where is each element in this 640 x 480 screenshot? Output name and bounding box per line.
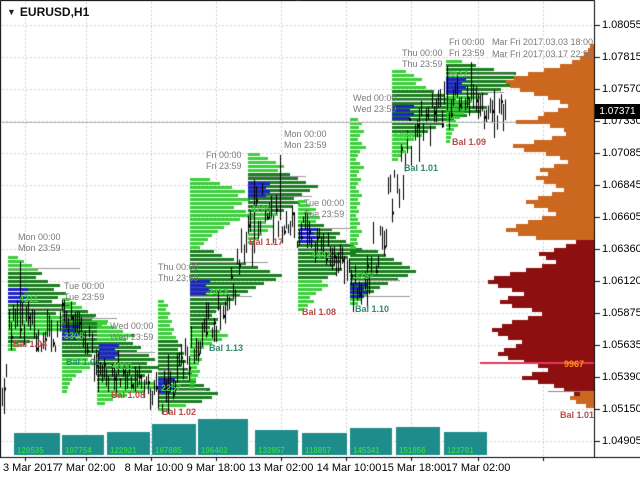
price-tick-label: 1.04905 <box>602 435 640 447</box>
profile-day-start-label: Fri 00:00 <box>206 150 242 160</box>
price-tick-label: 1.06360 <box>602 243 640 255</box>
profile-day-end-label: Wed 23:59 <box>353 104 397 114</box>
price-tick-label: 1.06605 <box>602 211 640 223</box>
profile-poc-volume: 3305 <box>64 331 85 341</box>
profile-day-start-label: Tue 00:00 <box>64 281 105 291</box>
profile-day-end-label: Tue 23:59 <box>304 209 345 219</box>
time-tick-label: 14 Mar 10:00 <box>316 462 382 474</box>
profile-day-end-label: Mon 23:59 <box>18 243 61 253</box>
price-tick-label: 1.05875 <box>602 307 640 319</box>
composite-high-volume-label: 9967 <box>564 359 585 369</box>
profile-day-start-label: Thu 00:00 <box>158 262 199 272</box>
price-tick-label: 1.07085 <box>602 147 640 159</box>
volume-bar-value: 122921 <box>110 446 137 455</box>
profile-day-start-label: Mon 00:00 <box>18 232 61 242</box>
composite-balance-label: Bal 1.01 <box>560 410 595 420</box>
profile-poc-volume: 2413 <box>208 287 229 297</box>
profile-day-start-label: Wed 00:00 <box>353 93 397 103</box>
profile-poc-volume: 4886 <box>112 361 133 371</box>
time-tick-label: 3 Mar 2017 <box>3 462 59 474</box>
time-tick-label: 17 Mar 02:00 <box>445 462 511 474</box>
composite-range-label: Mar Fri 2017.03.03 18:00 <box>491 37 593 47</box>
profile-day-end-label: Tue 23:59 <box>64 292 105 302</box>
profile-day-end-label: Wed 23:59 <box>110 332 154 342</box>
profile-day-start-label: Thu 00:00 <box>402 48 443 58</box>
current-price-box: 1.07371 <box>595 104 640 119</box>
profile-balance-label: Bal 1.13 <box>209 343 244 353</box>
price-tick-label: 1.05150 <box>602 403 640 415</box>
price-tick-label: 1.06845 <box>602 179 640 191</box>
chart-title: ▼ EURUSD,H1 <box>7 5 89 19</box>
profile-day-start-label: Fri 00:00 <box>449 37 485 47</box>
composite-range-label: Mar Fri 2017.03.17 22:59 <box>491 49 593 59</box>
profile-poc-volume: 2257 <box>161 383 182 393</box>
volume-bar-value: 167885 <box>155 446 182 455</box>
time-tick-label: 7 Mar 02:00 <box>56 462 116 474</box>
time-tick-label: 9 Mar 18:00 <box>186 462 246 474</box>
profile-balance-label: Bal 1.08 <box>111 390 146 400</box>
volume-bar-value: 196402 <box>201 446 228 455</box>
price-tick-label: 1.07570 <box>602 83 640 95</box>
profile-poc-volume: 4442 <box>311 250 332 260</box>
profile-balance-label: Bal 1.01 <box>404 163 439 173</box>
volume-bar-value: 133957 <box>258 446 285 455</box>
price-tick-label: 1.05390 <box>602 371 640 383</box>
profile-day-end-label: Thu 23:59 <box>402 59 443 69</box>
profile-day-end-label: Fri 23:59 <box>449 48 485 58</box>
price-tick-label: 1.07815 <box>602 51 640 63</box>
price-tick-label: 1.06120 <box>602 275 640 287</box>
price-tick-label: 1.05635 <box>602 339 640 351</box>
profile-day-end-label: Thu 23:59 <box>158 273 199 283</box>
time-tick-label: 15 Mar 18:00 <box>381 462 447 474</box>
profile-poc-volume: 4311 <box>19 294 39 304</box>
profile-day-end-label: Fri 23:59 <box>206 161 242 171</box>
volume-bar-value: 107754 <box>65 446 92 455</box>
volume-bar-value: 123701 <box>447 446 474 455</box>
time-tick-label: 13 Mar 02:00 <box>248 462 314 474</box>
volume-bar-value: 118857 <box>305 446 332 455</box>
profile-poc-volume: 3517 <box>448 69 469 79</box>
profile-poc-volume: 5088 <box>394 131 415 141</box>
profile-balance-label: Bal 1.09 <box>452 137 487 147</box>
profile-poc-volume: 3287 <box>354 271 375 281</box>
symbol-dropdown-icon[interactable]: ▼ <box>7 7 16 17</box>
volume-bar-value: 120535 <box>17 446 44 455</box>
profile-balance-label: Bal 1.08 <box>302 307 337 317</box>
time-tick-label: 8 Mar 10:00 <box>124 462 184 474</box>
profile-day-start-label: Mon 00:00 <box>284 129 327 139</box>
profile-balance-label: Bal 1.04 <box>13 339 48 349</box>
profile-balance-label: Bal 1.17 <box>249 237 284 247</box>
profile-day-start-label: Tue 00:00 <box>304 198 345 208</box>
profile-balance-label: Bal 1.02 <box>162 407 197 417</box>
profile-day-start-label: Wed 00:00 <box>110 321 154 331</box>
symbol-title: EURUSD,H1 <box>19 5 90 19</box>
profile-poc-volume: 4205 <box>251 204 272 214</box>
volume-bar-value: 145341 <box>353 446 380 455</box>
profile-balance-label: Bal 1.10 <box>355 304 390 314</box>
profile-balance-label: Bal 1.01 <box>66 357 101 367</box>
profile-day-end-label: Mon 23:59 <box>284 140 327 150</box>
price-tick-label: 1.08055 <box>602 19 640 31</box>
volume-bar-value: 151856 <box>399 446 426 455</box>
